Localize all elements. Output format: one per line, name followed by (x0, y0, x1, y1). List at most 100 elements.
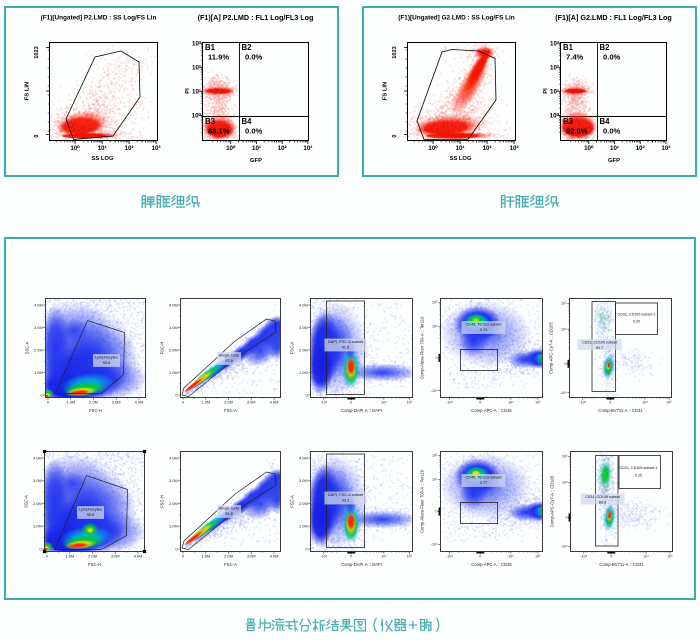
svg-text:CD31, CD105 subset-1: CD31, CD105 subset-1 (619, 466, 657, 470)
svg-text:10⁴: 10⁴ (643, 555, 649, 559)
svg-text:90.6: 90.6 (87, 512, 95, 517)
svg-text:3.0M: 3.0M (299, 325, 308, 330)
svg-text:-10⁴: -10⁴ (560, 391, 567, 395)
svg-text:3.0M: 3.0M (169, 325, 178, 330)
svg-text:10⁵: 10⁵ (407, 555, 413, 559)
svg-text:-10⁴: -10⁴ (579, 401, 586, 405)
svg-text:10⁰: 10⁰ (192, 113, 202, 120)
svg-text:10¹: 10¹ (252, 145, 261, 152)
svg-text:-10⁴: -10⁴ (431, 389, 438, 393)
svg-text:10¹: 10¹ (192, 88, 201, 95)
svg-text:0: 0 (565, 362, 567, 366)
svg-text:88.9: 88.9 (599, 500, 606, 504)
svg-text:93.6: 93.6 (103, 360, 111, 365)
svg-text:0: 0 (350, 555, 352, 559)
svg-text:1.0M: 1.0M (201, 400, 210, 405)
svg-text:2.0M: 2.0M (33, 501, 42, 506)
svg-text:Comp-APC-A :: CD45: Comp-APC-A :: CD45 (471, 408, 512, 413)
svg-text:(F1)[A] P2.LMD : FL1 Log/FL3 L: (F1)[A] P2.LMD : FL1 Log/FL3 Log (198, 13, 314, 22)
svg-text:FS LIN: FS LIN (383, 82, 389, 100)
svg-text:GFP: GFP (250, 158, 262, 164)
svg-text:1.0M: 1.0M (299, 524, 308, 529)
svg-text:2.0M: 2.0M (299, 347, 308, 352)
svg-text:-10⁴: -10⁴ (320, 555, 327, 559)
svg-text:B1: B1 (205, 43, 216, 52)
svg-text:92.6%: 92.6% (566, 127, 588, 136)
svg-text:10⁴: 10⁴ (432, 478, 438, 482)
svg-text:4.0M: 4.0M (33, 455, 42, 460)
svg-text:10¹: 10¹ (456, 145, 465, 152)
svg-text:4.0M: 4.0M (270, 554, 279, 559)
svg-text:Single Cells: Single Cells (219, 506, 240, 511)
svg-text:10²: 10² (125, 145, 134, 152)
svg-text:10²: 10² (550, 64, 559, 71)
svg-text:B4: B4 (242, 117, 253, 126)
svg-text:-10⁴: -10⁴ (446, 401, 453, 405)
svg-text:10⁰: 10⁰ (584, 145, 594, 152)
svg-text:CD45, Ter119 subset: CD45, Ter119 subset (465, 475, 502, 480)
svg-text:91.6: 91.6 (342, 345, 350, 350)
svg-text:4.0M: 4.0M (134, 554, 143, 559)
svg-text:SS LOG: SS LOG (92, 156, 114, 162)
svg-text:2.0M: 2.0M (299, 501, 308, 506)
svg-text:B3: B3 (205, 117, 216, 126)
svg-text:1.0M: 1.0M (33, 524, 42, 529)
svg-text:DAPI, FSC-A subset: DAPI, FSC-A subset (328, 339, 364, 344)
svg-text:FSC-A: FSC-A (290, 342, 295, 355)
svg-text:3.0M: 3.0M (33, 478, 42, 483)
svg-text:0: 0 (182, 400, 185, 405)
svg-text:Comp-APC-A :: CD45: Comp-APC-A :: CD45 (471, 562, 512, 567)
svg-text:4.0M: 4.0M (270, 400, 279, 405)
svg-text:10⁰: 10⁰ (226, 145, 236, 152)
svg-text:4.0M: 4.0M (135, 400, 144, 405)
svg-text:DAPI, FSC-A subset: DAPI, FSC-A subset (328, 492, 364, 497)
svg-text:0: 0 (306, 392, 309, 397)
svg-text:10⁴: 10⁴ (642, 401, 648, 405)
svg-text:FSC-H: FSC-H (160, 342, 165, 355)
svg-text:Comp-DAPI-A :: DAPI: Comp-DAPI-A :: DAPI (341, 408, 382, 413)
svg-text:10³: 10³ (661, 145, 670, 152)
svg-text:Comp-Alexa Fluor 700-A :: Ter1: Comp-Alexa Fluor 700-A :: Ter119 (420, 316, 425, 380)
svg-text:10⁴: 10⁴ (562, 481, 568, 485)
svg-text:0: 0 (479, 555, 481, 559)
svg-text:10⁴: 10⁴ (432, 324, 438, 328)
svg-text:Comp-DAPI-A :: DAPI: Comp-DAPI-A :: DAPI (341, 562, 382, 567)
svg-text:10⁵: 10⁵ (535, 555, 541, 559)
svg-text:10⁵: 10⁵ (432, 454, 438, 458)
svg-text:-10⁴: -10⁴ (431, 543, 438, 547)
svg-text:0: 0 (46, 554, 49, 559)
svg-text:B1: B1 (563, 43, 574, 52)
svg-text:1.0M: 1.0M (65, 554, 74, 559)
svg-text:4.0M: 4.0M (299, 302, 308, 307)
svg-text:-10⁴: -10⁴ (446, 555, 453, 559)
svg-text:0: 0 (350, 401, 352, 405)
svg-text:FSC-A: FSC-A (224, 408, 237, 413)
svg-text:1.0M: 1.0M (66, 400, 75, 405)
svg-text:SSC-A: SSC-A (25, 341, 30, 354)
svg-text:-10⁴: -10⁴ (320, 401, 327, 405)
svg-text:10⁴: 10⁴ (381, 555, 387, 559)
svg-text:4.0M: 4.0M (299, 455, 308, 460)
svg-text:1.0M: 1.0M (34, 370, 43, 375)
svg-text:10⁵: 10⁵ (407, 401, 413, 405)
svg-text:10⁵: 10⁵ (666, 401, 672, 405)
svg-text:10⁵: 10⁵ (432, 301, 438, 305)
svg-text:-10⁴: -10⁴ (580, 555, 587, 559)
svg-text:0: 0 (609, 401, 611, 405)
svg-text:0: 0 (41, 392, 44, 397)
svg-text:1.0M: 1.0M (201, 554, 210, 559)
svg-text:GFP: GFP (608, 158, 620, 164)
svg-text:2.0M: 2.0M (88, 554, 97, 559)
svg-text:10⁰: 10⁰ (428, 145, 438, 152)
svg-text:(F1)[A] G2.LMD : FL1 Log/FL3 L: (F1)[A] G2.LMD : FL1 Log/FL3 Log (555, 13, 672, 22)
svg-text:FSC-H: FSC-H (89, 408, 102, 413)
svg-text:10⁴: 10⁴ (381, 401, 387, 405)
svg-text:10³: 10³ (550, 40, 559, 47)
svg-text:FSC-H: FSC-H (88, 562, 101, 567)
svg-text:91.8: 91.8 (225, 511, 233, 516)
svg-text:0: 0 (566, 516, 568, 520)
svg-text:0: 0 (182, 554, 185, 559)
svg-text:4.0M: 4.0M (169, 302, 178, 307)
svg-text:10¹: 10¹ (610, 145, 619, 152)
svg-text:88.1%: 88.1% (208, 127, 230, 136)
